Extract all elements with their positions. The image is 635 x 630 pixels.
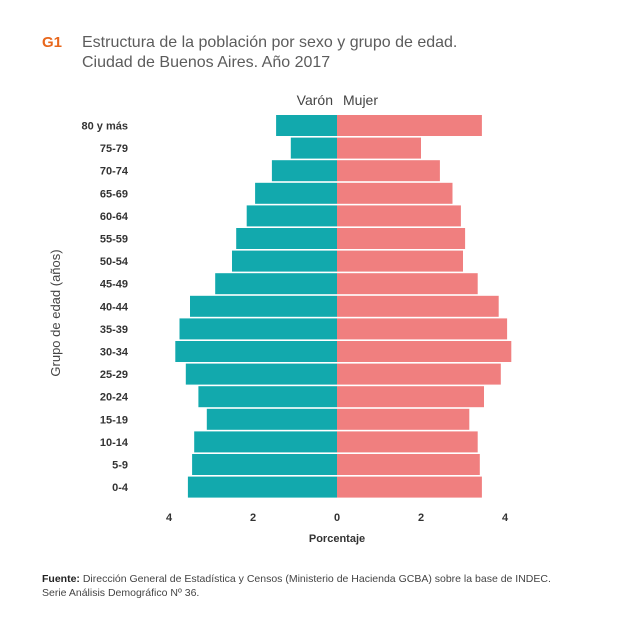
bar-varon bbox=[255, 182, 337, 204]
bar-mujer bbox=[337, 137, 421, 159]
y-tick-label: 5-9 bbox=[112, 460, 128, 472]
bar-mujer bbox=[337, 431, 478, 453]
y-tick-label: 50-54 bbox=[100, 256, 129, 268]
x-tick-label: 2 bbox=[418, 512, 424, 524]
source-text: Dirección General de Estadística y Censo… bbox=[79, 573, 551, 585]
bar-mujer bbox=[337, 341, 512, 362]
y-tick-label: 55-59 bbox=[100, 234, 128, 246]
title-line-2: Ciudad de Buenos Aires. Año 2017 bbox=[82, 54, 331, 71]
y-tick-label: 20-24 bbox=[100, 392, 129, 404]
bar-mujer bbox=[337, 476, 482, 498]
bar-varon bbox=[192, 454, 337, 475]
y-tick-label: 35-39 bbox=[100, 324, 128, 336]
y-tick-label: 15-19 bbox=[100, 414, 128, 426]
bar-varon bbox=[175, 341, 337, 362]
x-tick-label: 2 bbox=[250, 512, 256, 524]
bar-mujer bbox=[337, 318, 508, 340]
bar-varon bbox=[236, 228, 337, 249]
y-tick-label: 0-4 bbox=[112, 482, 129, 494]
bar-varon bbox=[194, 431, 337, 453]
bar-varon bbox=[179, 318, 337, 340]
bar-mujer bbox=[337, 273, 478, 295]
y-tick-label: 25-29 bbox=[100, 369, 128, 381]
legend-label-mujer: Mujer bbox=[343, 92, 378, 108]
x-axis-title: Porcentaje bbox=[309, 533, 365, 545]
bar-mujer bbox=[337, 205, 461, 227]
y-tick-label: 80 y más bbox=[82, 121, 128, 133]
bar-varon bbox=[198, 386, 337, 408]
bar-mujer bbox=[337, 115, 482, 136]
y-tick-label: 30-34 bbox=[100, 347, 129, 359]
bar-mujer bbox=[337, 408, 470, 430]
bar-varon bbox=[271, 160, 337, 182]
bar-varon bbox=[276, 115, 337, 136]
figure-code: G1 bbox=[42, 34, 63, 51]
bar-mujer bbox=[337, 363, 501, 385]
y-tick-label: 60-64 bbox=[100, 211, 129, 223]
y-tick-label: 70-74 bbox=[100, 166, 129, 178]
y-tick-label: 75-79 bbox=[100, 143, 128, 155]
bar-mujer bbox=[337, 454, 480, 475]
y-tick-label: 45-49 bbox=[100, 279, 128, 291]
bar-mujer bbox=[337, 386, 484, 408]
bar-varon bbox=[187, 476, 337, 498]
bar-varon bbox=[185, 363, 337, 385]
source-note: Fuente: Dirección General de Estadística… bbox=[42, 572, 551, 600]
x-tick-label: 4 bbox=[166, 512, 173, 524]
source-label: Fuente: bbox=[42, 573, 80, 585]
chart-title: Estructura de la población por sexo y gr… bbox=[82, 33, 457, 73]
bar-varon bbox=[246, 205, 337, 227]
population-pyramid-chart: Varón Mujer 80 y más 75-79 70-74 65-69 60-64 55… bbox=[48, 92, 512, 545]
y-tick-label: 65-69 bbox=[100, 188, 128, 200]
y-tick-label: 10-14 bbox=[100, 437, 129, 449]
bar-varon bbox=[206, 408, 337, 430]
bar-mujer bbox=[337, 182, 453, 204]
bar-varon bbox=[190, 295, 337, 317]
y-tick-label: 40-44 bbox=[100, 301, 129, 313]
y-axis-title: Grupo de edad (años) bbox=[48, 249, 63, 376]
bar-mujer bbox=[337, 160, 440, 182]
x-tick-label: 0 bbox=[334, 512, 340, 524]
x-tick-label: 4 bbox=[502, 512, 509, 524]
source-line-2: Serie Análisis Demográfico Nº 36. bbox=[42, 587, 200, 599]
bar-varon bbox=[215, 273, 337, 295]
bar-varon bbox=[290, 137, 337, 159]
bar-mujer bbox=[337, 250, 463, 272]
title-line-1: Estructura de la población por sexo y gr… bbox=[82, 34, 458, 51]
bar-mujer bbox=[337, 228, 466, 249]
bar-varon bbox=[232, 250, 337, 272]
legend-label-varon: Varón bbox=[297, 92, 333, 108]
bar-mujer bbox=[337, 295, 499, 317]
